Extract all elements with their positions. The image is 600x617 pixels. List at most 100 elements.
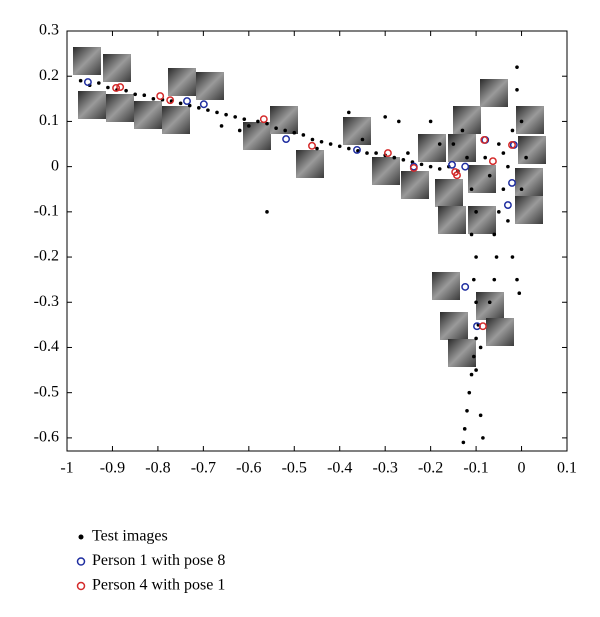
face-image: [440, 312, 468, 340]
point: [183, 97, 191, 106]
x-tick-label: -0.5: [282, 460, 307, 477]
point: [510, 255, 515, 259]
point: [199, 100, 208, 109]
point: [374, 151, 378, 155]
point: [274, 126, 278, 131]
face-image: [73, 47, 101, 75]
point: [419, 162, 424, 167]
face-image: [401, 171, 429, 199]
face-image: [486, 318, 514, 346]
point: [124, 88, 128, 93]
point: [487, 300, 492, 305]
face-thumbnails: [73, 47, 546, 367]
point: [365, 151, 369, 155]
point: [78, 78, 83, 83]
y-tick-label: -0.6: [34, 429, 59, 446]
face-image: [448, 134, 476, 162]
face-image: [296, 150, 324, 178]
point: [492, 232, 497, 237]
legend-label: Test images: [92, 528, 168, 545]
point: [510, 128, 515, 133]
point: [524, 155, 528, 160]
point: [116, 83, 125, 92]
point: [519, 119, 524, 124]
point: [448, 160, 456, 169]
point: [328, 142, 333, 146]
x-tick-label: -0.1: [463, 460, 488, 477]
face-image: [448, 339, 476, 367]
x-tick-label: -0.3: [373, 460, 398, 477]
x-tick-label: 0: [518, 460, 526, 477]
x-tick-label: -0.8: [145, 460, 170, 477]
point: [247, 124, 251, 128]
point: [360, 137, 365, 142]
point: [347, 110, 351, 115]
point: [301, 133, 306, 137]
point: [487, 173, 492, 178]
point: [356, 149, 360, 153]
y-tick-label: -0.4: [34, 338, 59, 355]
point: [265, 210, 269, 214]
point: [481, 436, 485, 440]
legend-label: Person 4 with pose 1: [92, 577, 225, 594]
point: [428, 119, 433, 124]
point: [428, 164, 433, 169]
point: [292, 130, 297, 135]
face-image: [453, 106, 481, 134]
point: [310, 137, 315, 142]
y-tick-label: -0.2: [34, 248, 59, 265]
face-image: [432, 272, 460, 300]
point: [283, 128, 287, 133]
y-tick-label: 0.2: [39, 67, 59, 84]
face-image: [162, 106, 190, 134]
point: [353, 145, 361, 154]
point: [461, 440, 466, 445]
x-tick-label: 0.1: [557, 460, 577, 477]
point: [259, 115, 268, 124]
point: [319, 139, 324, 144]
face-image: [103, 54, 131, 82]
legend-label: Person 1 with pose 8: [92, 552, 225, 569]
point: [465, 408, 469, 413]
point: [383, 149, 392, 158]
point: [461, 162, 470, 171]
point: [219, 124, 224, 128]
x-tick-label: -1: [60, 460, 73, 477]
point: [515, 277, 519, 282]
y-tick-label: 0: [51, 157, 59, 174]
point: [519, 187, 524, 192]
point: [453, 171, 461, 180]
point: [501, 151, 506, 155]
point: [197, 106, 201, 110]
face-image: [438, 206, 466, 234]
face-image: [196, 72, 224, 100]
point: [397, 119, 401, 124]
point: [497, 142, 501, 146]
point: [501, 187, 506, 192]
point: [492, 277, 497, 282]
point: [506, 219, 510, 223]
x-tick-label: -0.2: [418, 460, 443, 477]
point: [462, 427, 467, 431]
point: [406, 151, 410, 155]
point: [337, 144, 342, 149]
legend-marker: [78, 534, 84, 540]
point: [497, 210, 501, 214]
legend-marker: [76, 557, 86, 566]
point: [488, 157, 497, 166]
point: [178, 101, 183, 106]
point: [517, 291, 522, 296]
point: [392, 155, 397, 160]
y-tick-label: -0.5: [34, 383, 59, 400]
point: [401, 158, 406, 162]
point: [460, 128, 465, 133]
face-image: [480, 79, 508, 107]
point: [83, 78, 92, 87]
y-tick-label: 0.1: [39, 112, 59, 129]
point: [465, 155, 469, 160]
point: [315, 146, 319, 151]
face-image: [518, 136, 546, 164]
face-image: [372, 157, 400, 185]
point: [215, 110, 219, 115]
